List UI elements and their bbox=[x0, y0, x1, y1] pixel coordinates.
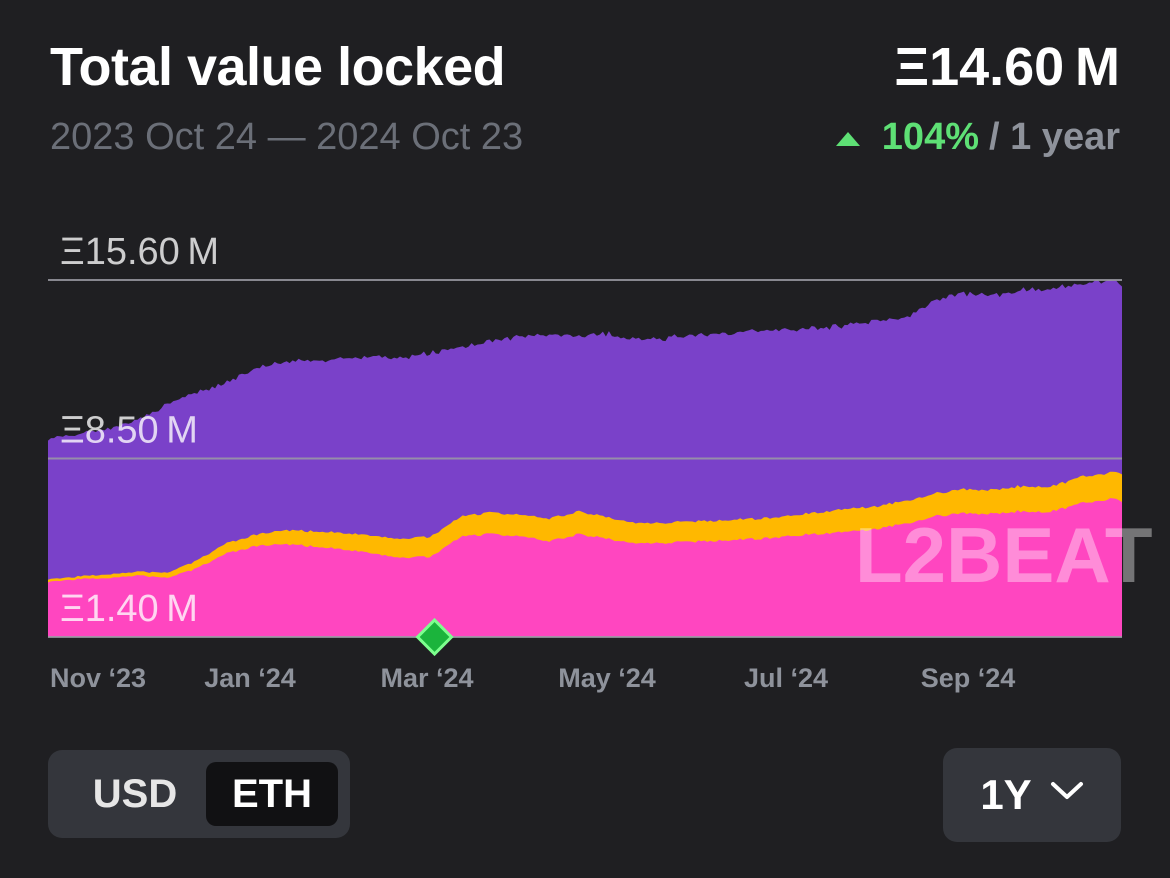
currency-toggle[interactable]: USD ETH bbox=[48, 750, 350, 838]
x-tick-label: Jul ‘24 bbox=[744, 663, 828, 693]
x-tick-label: May ‘24 bbox=[558, 663, 656, 693]
currency-eth-button[interactable]: ETH bbox=[206, 762, 338, 826]
currency-usd-button[interactable]: USD bbox=[92, 772, 178, 816]
x-tick-label: Jan ‘24 bbox=[204, 663, 296, 693]
change-indicator: 104% / 1 year bbox=[835, 116, 1120, 159]
change-period: / 1 year bbox=[989, 116, 1120, 158]
x-tick-label: Nov ‘23 bbox=[50, 663, 146, 693]
arrow-up-icon bbox=[835, 131, 860, 146]
period-dropdown[interactable]: 1Y bbox=[943, 748, 1121, 842]
event-marker bbox=[415, 617, 454, 657]
x-tick-label: Sep ‘24 bbox=[921, 663, 1016, 693]
page-title: Total value locked bbox=[50, 37, 506, 97]
change-percent: 104% bbox=[881, 116, 979, 158]
series-native-area bbox=[48, 498, 1122, 637]
y-tick-label: Ξ1.40 M bbox=[60, 588, 198, 630]
date-range: 2023 Oct 24 — 2024 Oct 23 bbox=[50, 116, 524, 158]
l2beat-watermark: L2BEAT bbox=[855, 511, 1153, 599]
chevron-down-icon bbox=[1050, 782, 1083, 799]
x-tick-label: Mar ‘24 bbox=[380, 663, 473, 693]
total-value: Ξ14.60 M bbox=[894, 37, 1120, 97]
y-tick-label: Ξ15.60 M bbox=[60, 231, 219, 273]
y-tick-label: Ξ8.50 M bbox=[60, 410, 198, 452]
period-value: 1Y bbox=[980, 771, 1032, 818]
tvl-chart[interactable]: L2BEAT Ξ1.40 M Ξ8.50 M Ξ15.60 M Nov ‘23 Jan ‘… bbox=[0, 200, 1170, 700]
